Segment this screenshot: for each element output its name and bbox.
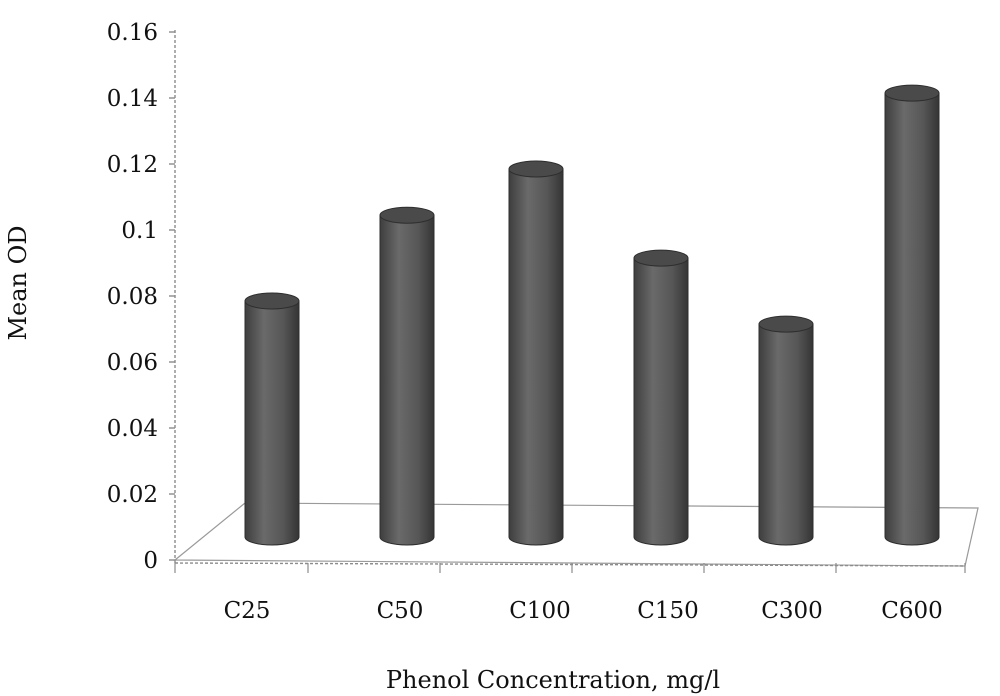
bar-top: [244, 292, 300, 310]
x-tick-label: C25: [224, 598, 271, 624]
bar-top: [758, 315, 814, 333]
x-axis-title: Phenol Concentration, mg/l: [386, 666, 720, 694]
bar-C600: [884, 84, 940, 546]
bar-C150: [633, 249, 689, 546]
y-tick-label: 0.1: [121, 218, 158, 244]
y-tick-label: 0.16: [107, 20, 158, 46]
bar-top: [508, 160, 564, 178]
y-tick-label: 0.14: [107, 86, 158, 112]
y-tick-label: 0.04: [107, 416, 158, 442]
bar-body: [379, 214, 435, 546]
y-tick-label: 0.08: [107, 284, 158, 310]
y-tick-label: 0.12: [107, 152, 158, 178]
category-labels: C25 C50 C100 C150 C300 C600: [224, 598, 943, 624]
bar-top: [633, 249, 689, 267]
bar-C300: [758, 315, 814, 546]
x-tick-label: C50: [377, 598, 424, 624]
bar-body: [244, 300, 300, 546]
bar-top: [884, 84, 940, 102]
x-tick-label: C100: [509, 598, 571, 624]
y-axis-ticks: 0 0.02 0.04 0.06 0.08 0.1 0.12 0.14 0.16: [107, 20, 175, 574]
y-tick-label: 0: [143, 548, 158, 574]
y-axis-title: Mean OD: [4, 225, 32, 340]
bar-C50: [379, 206, 435, 546]
x-tick-label: C150: [637, 598, 699, 624]
x-axis-line: [174, 562, 966, 567]
bar-body: [508, 168, 564, 546]
y-tick-label: 0.06: [107, 350, 158, 376]
x-axis-ticks: [174, 563, 966, 573]
bar-C100: [508, 160, 564, 546]
bar-top: [379, 206, 435, 224]
y-tick-label: 0.02: [107, 482, 158, 508]
bar-C25: [244, 292, 300, 546]
x-tick-label: C600: [881, 598, 943, 624]
bars-group: [244, 84, 940, 546]
bar-body: [884, 92, 940, 546]
bar-body: [758, 323, 814, 546]
chart-floor: [173, 502, 979, 567]
bar-body: [633, 257, 689, 546]
x-tick-label: C300: [761, 598, 823, 624]
